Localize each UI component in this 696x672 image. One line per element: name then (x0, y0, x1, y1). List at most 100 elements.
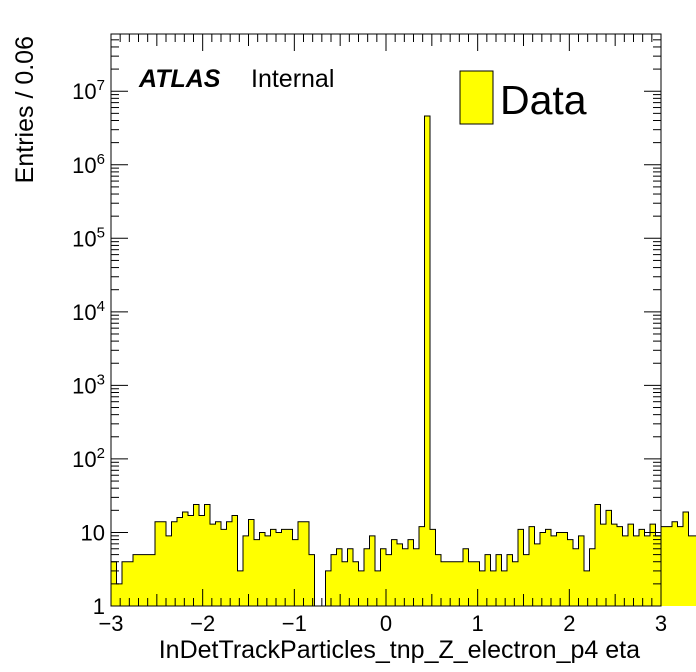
histogram-bar (606, 510, 612, 606)
histogram-bar (309, 554, 315, 606)
axes (110, 33, 662, 607)
legend-swatch (459, 70, 494, 125)
histogram-bar (688, 535, 694, 606)
histogram-bar (600, 524, 606, 606)
y-tick-label: 105 (72, 224, 105, 251)
y-tick-label: 107 (72, 77, 105, 104)
histogram-bar (149, 554, 155, 606)
y-tick-label: 102 (72, 445, 105, 472)
histogram-bar (122, 561, 128, 606)
y-axis-label: Entries / 0.06 (11, 36, 39, 183)
histogram-bar (463, 548, 469, 606)
histogram-bar (287, 529, 293, 606)
histogram-bar (177, 517, 183, 606)
histogram-bar (270, 529, 276, 606)
x-tick-label: 1 (472, 611, 484, 636)
y-tick-label: 104 (72, 298, 105, 325)
histogram-bar (545, 529, 551, 606)
histogram-bar (633, 535, 639, 606)
histogram-bar (694, 535, 696, 606)
x-tick-label: −1 (282, 611, 307, 636)
histogram-bar (578, 535, 584, 606)
histogram-bar (496, 554, 502, 606)
histogram-bar (628, 524, 634, 606)
histogram-bar (221, 529, 227, 606)
histogram-bar (133, 554, 139, 606)
histogram-bar (518, 529, 524, 606)
histogram-bar (188, 515, 194, 606)
x-tick-label: −2 (190, 611, 215, 636)
histogram-bar (276, 532, 282, 606)
y-tick-label: 10 (81, 520, 105, 545)
histogram-bar (226, 521, 232, 606)
histogram-bar (265, 535, 271, 606)
histogram-bar (325, 570, 331, 606)
x-tick-label: 2 (563, 611, 575, 636)
histogram-bar (534, 543, 540, 606)
histogram-bar (204, 504, 210, 606)
histogram-bar (259, 532, 265, 606)
histogram-bar (644, 535, 650, 606)
histogram-bar (474, 561, 480, 606)
x-tick-label: 0 (380, 611, 392, 636)
histogram-bar (567, 539, 573, 606)
histogram-bar (452, 561, 458, 606)
histogram-bar (424, 116, 430, 607)
histogram-bar (402, 548, 408, 606)
histogram-bar (490, 570, 496, 606)
x-axis-label: InDetTrackParticles_tnp_Z_electron_p4 et… (159, 636, 640, 664)
histogram-bar (413, 548, 419, 606)
histogram-bar (617, 526, 623, 606)
histogram-bar (237, 570, 243, 606)
histogram-bar (435, 554, 441, 606)
histogram-bar (215, 521, 221, 606)
histogram-bar (639, 529, 645, 606)
histogram-bar (116, 583, 122, 606)
x-tick-label: 3 (655, 611, 667, 636)
histogram-bar (430, 529, 436, 606)
histogram-bar (336, 548, 342, 606)
histogram-bar (468, 561, 474, 606)
histogram-bar (661, 526, 667, 606)
histogram-bar (248, 519, 254, 606)
histogram-bar (391, 539, 397, 606)
histogram-bar (556, 532, 562, 606)
histogram-bar (166, 535, 172, 606)
histogram-bar (298, 521, 304, 606)
legend-entry-data: Data (500, 77, 587, 123)
histogram-bar (331, 554, 337, 606)
histogram-bar (182, 511, 188, 606)
histogram-bar (677, 526, 683, 606)
histogram-bar (380, 548, 386, 606)
histogram-bar (292, 539, 298, 606)
histogram-bar (375, 570, 381, 606)
histogram-bar (342, 561, 348, 606)
histogram-bar (155, 521, 161, 606)
atlas-label: ATLAS (138, 65, 221, 93)
histogram-bar (358, 570, 364, 606)
histogram-bar (353, 561, 359, 606)
histogram-bar (507, 554, 513, 606)
histogram-bar (584, 570, 590, 606)
histogram-bar (138, 554, 144, 606)
histogram-bar (457, 561, 463, 606)
histogram-bar (622, 535, 628, 606)
x-tick-label: −3 (98, 611, 123, 636)
histogram-bars (110, 115, 696, 607)
histogram-bar (589, 548, 595, 606)
histogram-bar (540, 532, 546, 606)
histogram-bar (419, 526, 425, 606)
histogram-bar (127, 561, 133, 606)
histogram-bar (595, 504, 601, 606)
histogram-bar (529, 526, 535, 606)
histogram-bar (199, 515, 205, 606)
histogram-bar (254, 539, 260, 606)
histogram-bar (232, 515, 238, 606)
histogram-bar (441, 561, 447, 606)
histogram-bar (397, 543, 403, 606)
histogram-bar (650, 524, 656, 606)
histogram-bar (193, 504, 199, 606)
histogram-bar (485, 554, 491, 606)
histogram-outline (110, 115, 696, 607)
